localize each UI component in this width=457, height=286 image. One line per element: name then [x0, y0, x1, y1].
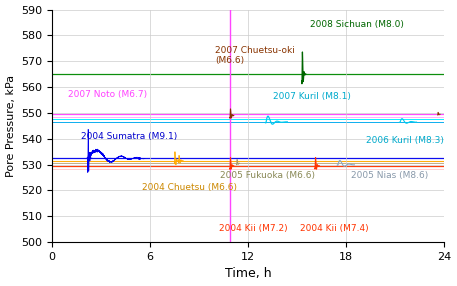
Text: 2007 Noto (M6.7): 2007 Noto (M6.7): [68, 90, 148, 99]
X-axis label: Time, h: Time, h: [225, 267, 271, 281]
Text: 2005 Fukuoka (M6.6): 2005 Fukuoka (M6.6): [220, 171, 315, 180]
Text: 2007 Chuetsu-oki
(M6.6): 2007 Chuetsu-oki (M6.6): [215, 46, 295, 65]
Text: 2004 Kii (M7.4): 2004 Kii (M7.4): [300, 224, 369, 233]
Text: 2005 Nias (M8.6): 2005 Nias (M8.6): [351, 171, 428, 180]
Text: 2007 Kuril (M8.1): 2007 Kuril (M8.1): [273, 92, 351, 101]
Text: 2008 Sichuan (M8.0): 2008 Sichuan (M8.0): [310, 20, 404, 29]
Text: 2004 Chuetsu (M6.6): 2004 Chuetsu (M6.6): [142, 183, 237, 192]
Text: 2004 Sumatra (M9.1): 2004 Sumatra (M9.1): [81, 132, 178, 141]
Text: 2006 Kuril (M8.3): 2006 Kuril (M8.3): [366, 136, 444, 145]
Text: 2004 Kii (M7.2): 2004 Kii (M7.2): [219, 224, 287, 233]
Y-axis label: Pore Pressure, kPa: Pore Pressure, kPa: [5, 75, 16, 177]
